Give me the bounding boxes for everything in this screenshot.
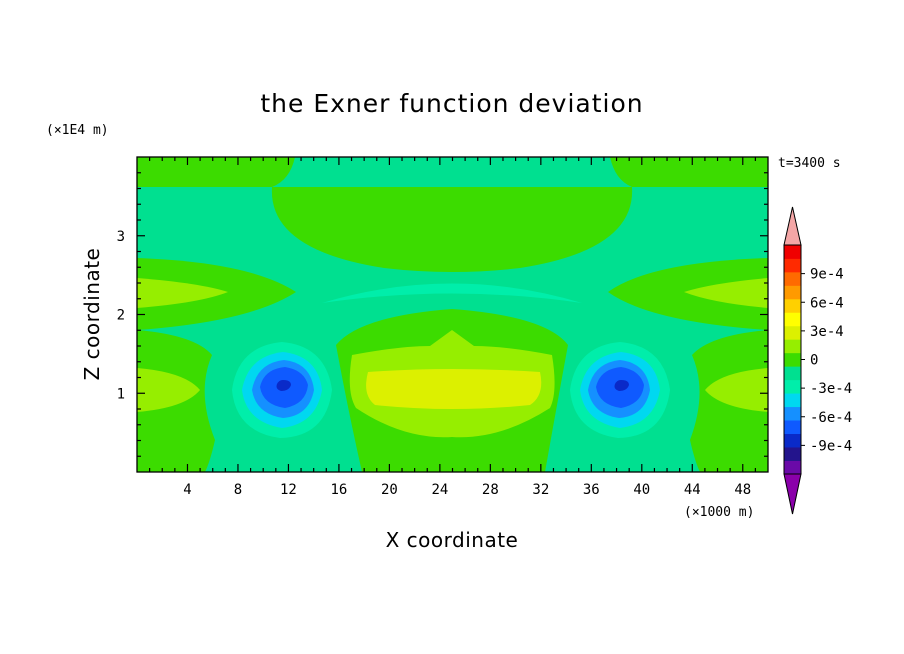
colorbar-over-arrow xyxy=(783,206,802,246)
chart-title: the Exner function deviation xyxy=(260,89,643,118)
colorbar-swatch xyxy=(784,460,801,475)
x-tick-label: 40 xyxy=(633,482,650,498)
x-axis-label: X coordinate xyxy=(386,528,519,552)
colorbar-swatch xyxy=(784,366,801,381)
colorbar-swatch xyxy=(784,420,801,434)
field-low-left-core xyxy=(137,368,200,412)
colorbar-swatch xyxy=(784,285,801,300)
time-label: t=3400 s xyxy=(778,156,841,171)
colorbar-swatch xyxy=(784,393,801,408)
colorbar-under-arrow xyxy=(783,473,802,515)
x-tick-label: 36 xyxy=(583,482,600,498)
colorbar-tick-label: 6e-4 xyxy=(810,295,844,311)
y-unit-label: (×1E4 m) xyxy=(46,123,109,138)
colorbar-swatch xyxy=(784,325,801,340)
colorbar-swatch xyxy=(784,339,801,354)
colorbar-tick-label: -9e-4 xyxy=(810,438,852,454)
contour-field xyxy=(137,157,768,472)
colorbar-tick-label: 3e-4 xyxy=(810,324,844,340)
y-tick-label: 3 xyxy=(117,229,125,245)
colorbar-tick-label: 0 xyxy=(810,353,818,369)
colorbar-tick-label: -6e-4 xyxy=(810,410,852,426)
colorbar-swatch xyxy=(784,379,801,394)
field-right-vortex-core xyxy=(614,380,629,391)
x-tick-label: 4 xyxy=(183,482,191,498)
x-unit-label: (×1000 m) xyxy=(684,505,754,520)
x-tick-label: 12 xyxy=(280,482,297,498)
y-axis-label: Z coordinate xyxy=(80,248,104,381)
x-tick-label: 16 xyxy=(330,482,347,498)
x-tick-label: 44 xyxy=(684,482,701,498)
colorbar-swatch xyxy=(784,433,801,448)
colorbar-swatch xyxy=(784,447,801,461)
x-tick-label: 24 xyxy=(431,482,448,498)
y-tick-label: 2 xyxy=(117,308,125,324)
colorbar-tick-label: -3e-4 xyxy=(810,381,852,397)
field-negative-arc xyxy=(322,283,582,303)
colorbar-swatch xyxy=(784,406,801,421)
field-mid-left-core xyxy=(137,278,228,308)
field-center-core xyxy=(366,369,542,409)
y-tick-label: 1 xyxy=(117,386,125,402)
field-top-right-lobe xyxy=(610,157,768,187)
colorbar-swatch xyxy=(784,312,801,327)
colorbar-swatch xyxy=(784,298,801,313)
field-upper-center-lobe xyxy=(271,187,633,272)
field-mid-right-core xyxy=(684,278,768,308)
field-left-vortex-core xyxy=(276,380,291,391)
x-tick-label: 28 xyxy=(482,482,499,498)
field-top-left-lobe xyxy=(137,157,295,187)
x-tick-label: 48 xyxy=(734,482,751,498)
x-tick-label: 8 xyxy=(234,482,242,498)
field-low-right-core xyxy=(705,368,768,412)
x-tick-label: 20 xyxy=(381,482,398,498)
colorbar-tick-label: 9e-4 xyxy=(810,267,844,283)
field-mid-right-lobe xyxy=(608,258,768,330)
colorbar-swatch xyxy=(784,245,801,259)
colorbar-swatch xyxy=(784,352,801,367)
colorbar-swatch xyxy=(784,258,801,273)
x-tick-label: 32 xyxy=(532,482,549,498)
colorbar-swatch xyxy=(784,271,801,286)
colorbar: 9e-4 6e-4 3e-4 0 -3e-4 -6e-4 -9e-4 xyxy=(783,206,852,515)
